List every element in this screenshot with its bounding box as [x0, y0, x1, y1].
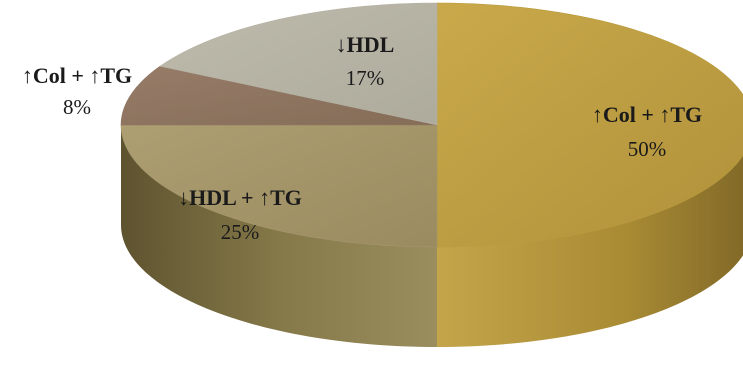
pie-slice-side-1: [437, 155, 743, 347]
pie-labels: ↑Col + ↑TG 50% ↓HDL + ↑TG 25% ↑Col + ↑TG 8% ↓H…: [22, 32, 702, 244]
slice-label-1: ↑Col + ↑TG: [592, 102, 702, 127]
slice-value-4: 17%: [346, 66, 385, 90]
pie-sides: [121, 125, 743, 347]
slice-value-1: 50%: [628, 137, 667, 161]
pie-slice-3[interactable]: [120, 65, 438, 126]
slice-value-3: 8%: [63, 95, 91, 119]
pie-slice-2[interactable]: [120, 124, 438, 248]
slice-label-3: ↑Col + ↑TG: [22, 63, 132, 88]
slice-label-2: ↓HDL + ↑TG: [178, 185, 302, 210]
pie-slice-side-2: [121, 125, 437, 347]
pie-slice-1[interactable]: [436, 2, 743, 248]
slice-label-4: ↓HDL: [336, 32, 395, 57]
pie-slices: [120, 2, 743, 248]
slice-value-2: 25%: [221, 220, 260, 244]
pie-slice-4[interactable]: [159, 2, 438, 126]
